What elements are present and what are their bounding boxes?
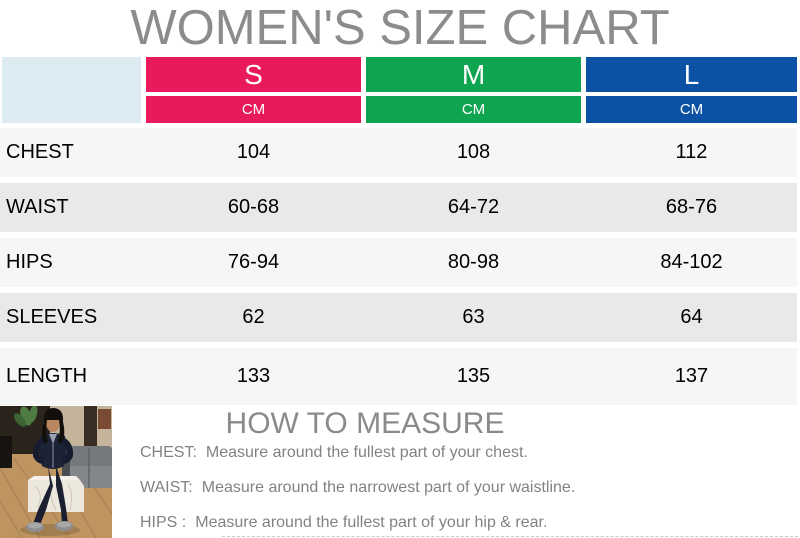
unit-cell-s: CM: [146, 96, 361, 123]
unit-cell-l: CM: [586, 96, 797, 123]
cell-value: 108: [456, 141, 491, 163]
size-header-l: L: [586, 57, 797, 92]
measure-item-hips: HIPS : Measure around the fullest part of…: [140, 513, 590, 533]
row-label: WAIST: [6, 196, 69, 218]
measure-item-text: Measure around the fullest part of your …: [195, 514, 548, 531]
cell-value: 104: [236, 141, 271, 163]
row-label: SLEEVES: [6, 306, 98, 328]
page-title: WOMEN'S SIZE CHART: [130, 1, 670, 55]
cell-value: 62: [242, 306, 265, 328]
cell-value: 63: [462, 306, 485, 328]
cell-value: 76-94: [227, 251, 280, 273]
cell-value: 80-98: [447, 251, 500, 273]
model-photo: [0, 406, 112, 538]
cell-value: 112: [675, 141, 708, 163]
measure-item-waist: WAIST: Measure around the narrowest part …: [140, 478, 590, 498]
cell-value: 135: [456, 365, 491, 387]
table-row-hips: HIPS 76-94 80-98 84-102: [0, 238, 797, 287]
cell-value: 64: [680, 306, 703, 328]
table-row-sleeves: SLEEVES 62 63 64: [0, 293, 797, 342]
size-header-m: M: [366, 57, 581, 92]
size-table: S M L CM CM CM CHEST 104 108 112 WAIST 6…: [0, 57, 800, 405]
cell-value: 84-102: [660, 251, 723, 273]
corner-cell: [2, 57, 141, 123]
bottom-divider: [222, 536, 798, 537]
measure-item-label: HIPS :: [140, 514, 187, 531]
cell-value: 64-72: [447, 196, 500, 218]
row-label: LENGTH: [6, 365, 88, 387]
size-header-s: S: [146, 57, 361, 92]
table-row-waist: WAIST 60-68 64-72 68-76: [0, 183, 797, 232]
table-row-length: LENGTH 133 135 137: [0, 348, 797, 405]
unit-cell-m: CM: [366, 96, 581, 123]
measure-item-label: CHEST:: [140, 444, 197, 461]
size-table-header: S M L CM CM CM: [0, 57, 800, 123]
measure-item-text: Measure around the fullest part of your …: [205, 444, 528, 461]
cell-value: 68-76: [665, 196, 718, 218]
table-row-chest: CHEST 104 108 112: [0, 128, 797, 177]
row-label: CHEST: [6, 141, 74, 163]
measure-item-chest: CHEST: Measure around the fullest part of…: [140, 443, 590, 463]
cell-value: 60-68: [227, 196, 280, 218]
how-to-measure-title: HOW TO MEASURE: [225, 407, 505, 440]
measure-item-label: WAIST:: [140, 479, 193, 496]
cell-value: 137: [674, 365, 709, 387]
cell-value: 133: [236, 365, 271, 387]
row-label: HIPS: [6, 251, 53, 273]
how-to-measure-section: HOW TO MEASURE CHEST: Measure around the …: [140, 405, 590, 538]
size-table-body: CHEST 104 108 112 WAIST 60-68 64-72 68-7…: [0, 128, 800, 405]
measure-item-text: Measure around the narrowest part of you…: [201, 479, 576, 496]
